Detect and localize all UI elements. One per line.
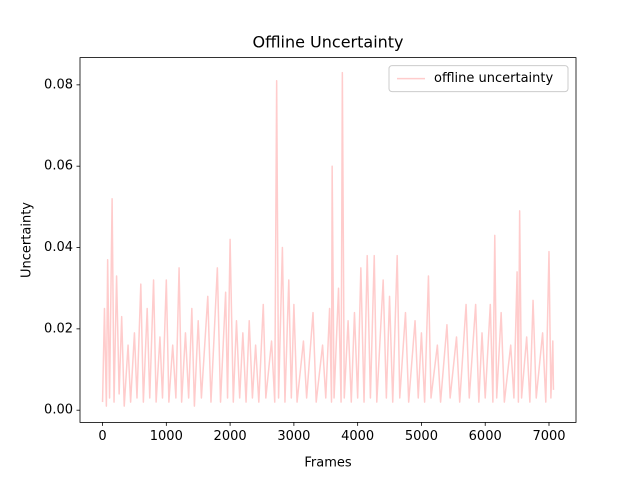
x-tick-label: 1000: [150, 429, 183, 444]
y-tick-label: 0.02: [44, 321, 73, 336]
x-tick-label: 7000: [532, 429, 565, 444]
y-tick-label: 0.00: [44, 403, 73, 418]
x-tick-label: 5000: [405, 429, 438, 444]
x-tick-label: 4000: [341, 429, 374, 444]
legend-box: [388, 65, 569, 93]
legend-label: offline uncertainty: [434, 71, 553, 86]
data-line: [101, 71, 555, 407]
x-axis-label: Frames: [304, 456, 352, 471]
plot-frame: [79, 57, 577, 423]
y-axis-label: Uncertainty: [20, 202, 35, 278]
chart-title: Offline Uncertainty: [252, 33, 403, 52]
x-tick-label: 3000: [277, 429, 310, 444]
y-tick-label: 0.06: [44, 159, 73, 174]
y-tick-label: 0.08: [44, 77, 73, 92]
x-tick-label: 2000: [214, 429, 247, 444]
x-tick-label: 0: [98, 429, 106, 444]
x-tick-label: 6000: [469, 429, 502, 444]
y-tick-label: 0.04: [44, 240, 73, 255]
